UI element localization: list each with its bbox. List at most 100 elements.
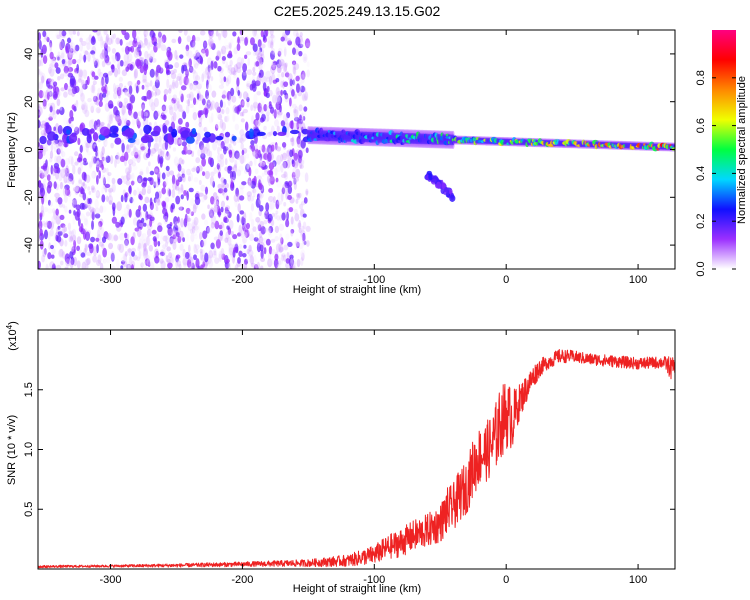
noise-blob	[47, 208, 53, 214]
noise-blob	[157, 240, 161, 247]
noise-blob	[252, 71, 257, 76]
noise-blob	[220, 221, 224, 229]
noise-blob	[217, 113, 223, 120]
noise-blob	[291, 89, 295, 97]
noise-blob	[290, 229, 294, 237]
noise-blob	[283, 81, 289, 88]
noise-blob	[128, 174, 134, 179]
noise-blob	[299, 32, 303, 37]
noise-blob	[241, 149, 245, 156]
noise-blob	[54, 192, 60, 198]
noise-blob	[203, 146, 208, 155]
noise-blob	[132, 165, 138, 171]
noise-blob	[180, 168, 186, 174]
noise-blob	[297, 222, 302, 229]
noise-blob	[198, 141, 204, 151]
noise-blob	[68, 196, 74, 204]
noise-blob	[40, 72, 46, 83]
noise-blob	[253, 237, 259, 242]
noise-blob	[194, 196, 201, 206]
noise-blob	[195, 139, 199, 145]
noise-blob	[95, 160, 101, 168]
noise-blob	[103, 177, 106, 186]
noise-blob	[254, 168, 259, 175]
noise-blob	[215, 121, 221, 129]
noise-blob	[267, 36, 273, 44]
noise-blob	[209, 150, 213, 159]
noise-blob	[220, 234, 225, 242]
noise-blob	[278, 243, 284, 254]
noise-blob	[247, 194, 251, 202]
noise-blob	[198, 179, 202, 186]
noise-blob	[191, 150, 195, 158]
noise-blob	[293, 208, 298, 215]
noise-blob	[236, 66, 242, 74]
noise-blob	[167, 94, 173, 101]
noise-blob	[58, 30, 63, 38]
noise-blob	[62, 167, 68, 174]
noise-blob	[201, 98, 206, 106]
noise-blob	[121, 175, 124, 180]
carrier-blob	[143, 124, 152, 135]
noise-blob	[109, 155, 114, 165]
noise-blob	[250, 203, 255, 212]
noise-blob	[157, 30, 162, 38]
noise-blob	[252, 150, 257, 159]
noise-blob	[162, 180, 167, 188]
noise-blob	[249, 83, 254, 91]
spectrogram-marks	[38, 30, 675, 269]
noise-blob	[60, 49, 65, 60]
noise-blob	[251, 115, 255, 125]
noise-blob	[89, 102, 95, 111]
noise-blob	[285, 130, 290, 138]
noise-blob	[177, 216, 180, 224]
snr-y-label: SNR (10 * v/v)	[6, 415, 18, 485]
noise-blob	[80, 79, 85, 86]
noise-blob	[300, 40, 305, 47]
noise-blob	[263, 219, 268, 225]
noise-blob	[110, 142, 114, 149]
noise-blob	[84, 243, 89, 251]
noise-blob	[224, 237, 229, 243]
noise-blob	[64, 253, 70, 264]
noise-blob	[42, 30, 47, 38]
noise-blob	[120, 256, 126, 263]
noise-blob	[51, 264, 55, 269]
noise-blob	[289, 78, 293, 87]
noise-blob	[186, 215, 190, 222]
noise-blob	[297, 123, 302, 128]
noise-blob	[133, 70, 137, 80]
noise-blob	[91, 83, 96, 94]
noise-blob	[181, 122, 185, 129]
noise-blob	[42, 146, 46, 156]
noise-blob	[56, 109, 60, 115]
noise-blob	[126, 144, 129, 150]
noise-blob	[143, 177, 148, 182]
noise-blob	[230, 87, 235, 97]
noise-blob	[277, 63, 282, 74]
noise-blob	[280, 89, 283, 96]
noise-blob	[118, 243, 125, 253]
noise-blob	[49, 40, 53, 48]
noise-blob	[144, 37, 148, 46]
noise-blob	[114, 175, 120, 180]
snr-background	[38, 330, 675, 569]
noise-blob	[300, 256, 304, 267]
noise-blob	[124, 193, 128, 203]
noise-blob	[295, 240, 299, 247]
noise-blob	[220, 78, 225, 86]
noise-blob	[233, 47, 238, 55]
noise-blob	[268, 123, 274, 133]
noise-blob	[241, 111, 245, 117]
noise-blob	[178, 90, 183, 97]
noise-blob	[81, 104, 88, 115]
noise-blob	[270, 50, 276, 60]
noise-blob	[55, 102, 60, 112]
noise-blob	[254, 258, 260, 269]
noise-blob	[178, 187, 184, 193]
noise-blob	[68, 209, 72, 214]
noise-blob	[177, 36, 182, 45]
noise-blob	[116, 100, 122, 107]
noise-blob	[86, 75, 90, 86]
noise-blob	[196, 51, 201, 58]
